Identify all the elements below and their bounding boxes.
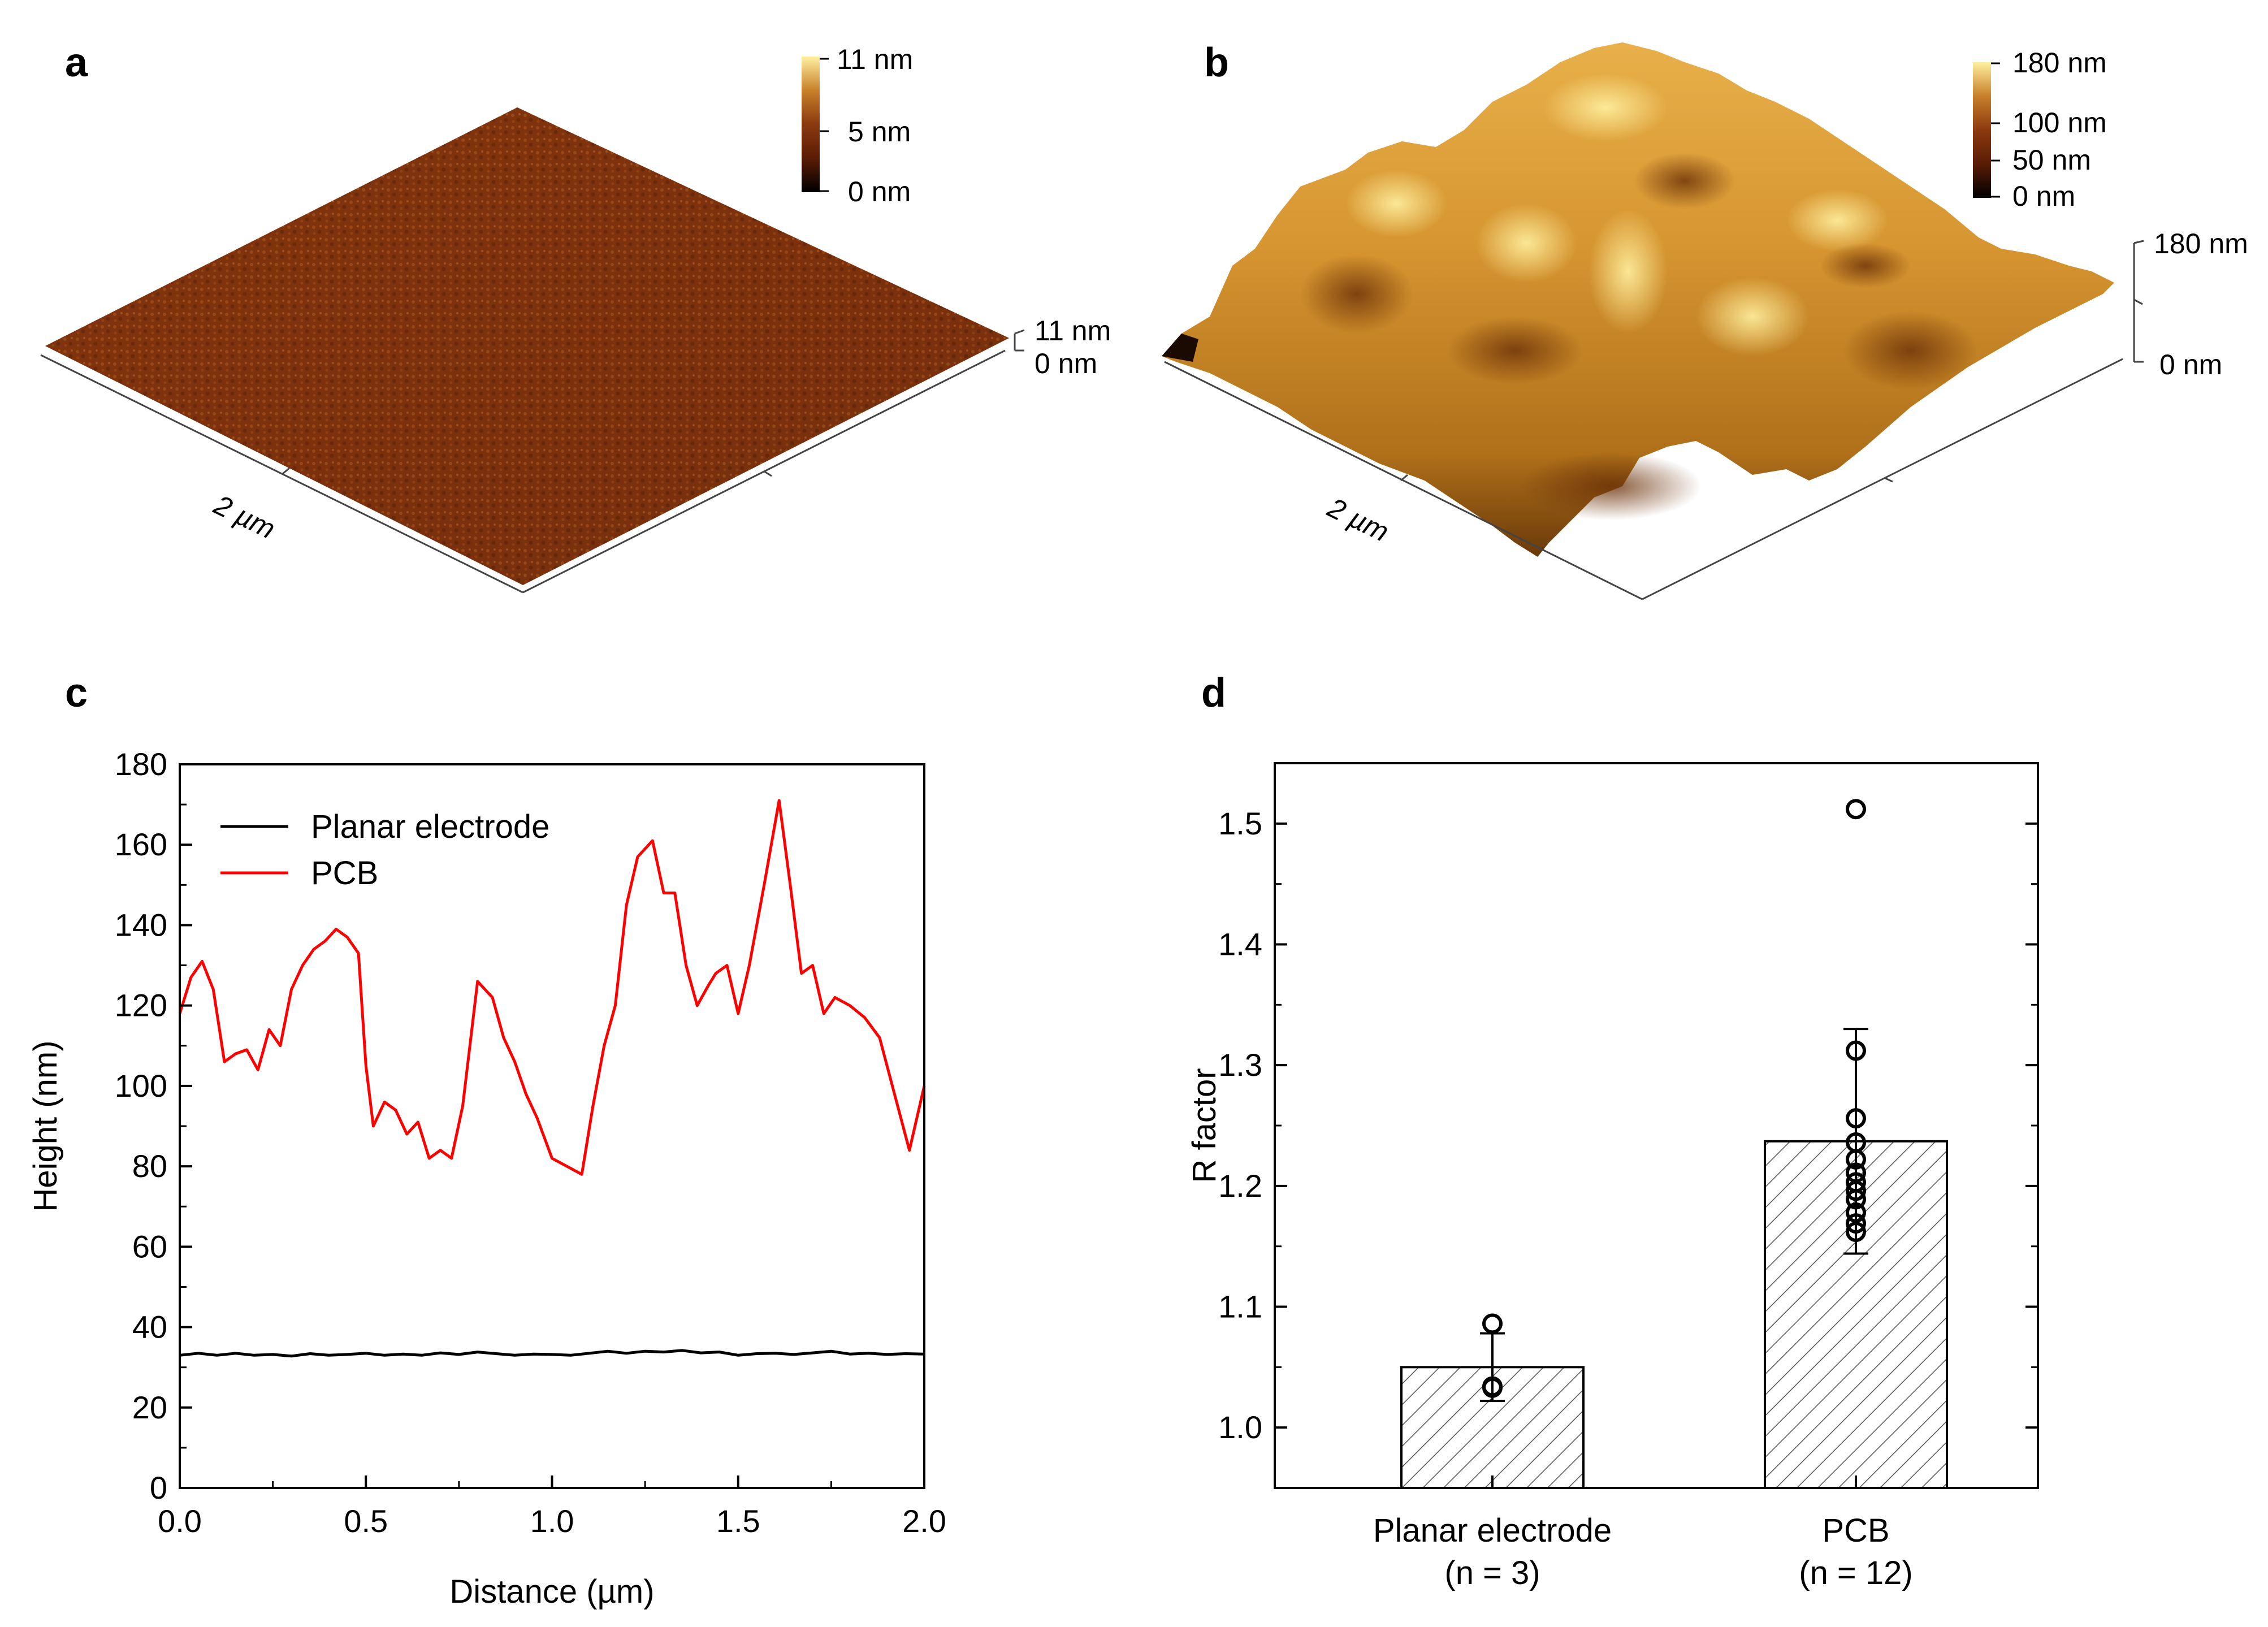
data-point-0-0 [1482,1313,1503,1334]
plot-frame-c [179,763,925,1489]
panel-d: d Planar electrode (n = 3) PCB (n = 12) 1.0 1… [1186,670,2039,1591]
x-tick-label-c-3: 1.5 [716,1503,760,1539]
bar-chart-d: Planar electrode (n = 3) PCB (n = 12) 1.0 1.1… [1186,762,2039,1591]
y-tick-label-c-8: 160 [115,827,167,862]
colorbar-label-b-2: 50 nm [2012,144,2091,176]
axis-y-b [1642,358,2123,600]
y-axis-title-c: Height (nm) [27,1041,64,1212]
data-point-1-10 [1846,1213,1866,1234]
axis-x-a [40,354,523,594]
x-tick-label-c-4: 2.0 [902,1503,946,1539]
colorbar-label-b-3: 0 nm [2012,180,2075,212]
data-point-1-7 [1846,1180,1866,1201]
panel-c: c 0 20 40 60 80 100 120 140 160 180 0.0 0.5 1.0 1.5 2.… [27,670,946,1610]
x-tick-label-c-0: 0.0 [158,1503,202,1539]
z-label-top-b: 180 nm [2154,228,2248,259]
y-tick-label-c-0: 0 [150,1470,167,1505]
category-note-0: (n = 3) [1444,1555,1540,1591]
y-tick-label-d-5: 1.5 [1218,806,1262,841]
legend-label-1: PCB [311,855,378,892]
axis-y-a [522,349,1006,594]
colorbar-label-a-2: 0 nm [848,176,911,207]
scale-label-b: 2 µm [1322,491,1393,548]
z-label-top-a: 11 nm [1035,315,1111,347]
y-tick-label-c-7: 140 [115,907,167,942]
y-tick-label-c-3: 60 [132,1228,167,1264]
z-label-bottom-b: 0 nm [2159,349,2222,380]
scale-label-a: 2 µm [209,488,280,545]
y-tick-label-d-1: 1.1 [1218,1289,1262,1325]
y-tick-label-c-5: 100 [115,1068,167,1104]
colorbar-label-a-0: 11 nm [837,44,913,75]
data-point-1-9 [1846,1202,1866,1223]
panel-a: a 2 µm 11 nm 0 nm 11 nm 5 nm 0 nm [40,40,1111,594]
y-tick-label-c-4: 80 [132,1148,167,1184]
data-point-0-2 [1482,1377,1503,1398]
y-tick-label-c-6: 120 [115,988,167,1023]
panel-letter-b: b [1204,40,1229,85]
category-label-1: PCB [1822,1512,1889,1549]
category-label-0: Planar electrode [1373,1512,1612,1549]
x-tick-label-c-1: 0.5 [344,1503,388,1539]
series-line-0 [179,1349,925,1358]
panel-letter-d: d [1201,670,1226,716]
data-point-1-11 [1846,1222,1866,1243]
y-tick-label-c-2: 40 [132,1309,167,1345]
data-point-1-0 [1846,799,1866,820]
colorbar-label-a-1: 5 nm [848,116,911,148]
data-point-1-8 [1846,1189,1866,1210]
colorbar-label-b-0: 180 nm [2012,47,2107,79]
panel-letter-c: c [65,670,88,716]
data-point-1-2 [1846,1108,1866,1129]
legend-label-0: Planar electrode [311,808,549,845]
series-line-1 [178,799,926,1176]
category-note-1: (n = 12) [1799,1555,1913,1591]
data-point-1-1 [1846,1040,1866,1061]
y-tick-label-d-4: 1.4 [1218,927,1262,962]
line-chart-c: 0 20 40 60 80 100 120 140 160 180 0.0 0.5 1.0 1.5 2.0 D… [27,746,946,1610]
y-tick-label-d-2: 1.2 [1218,1168,1262,1204]
y-tick-label-c-9: 180 [115,746,167,782]
x-axis-title-c: Distance (µm) [449,1573,654,1610]
y-tick-label-c-1: 20 [132,1390,167,1425]
x-tick-label-c-2: 1.0 [530,1503,574,1539]
data-point-1-4 [1846,1149,1866,1170]
colorbar-b [1973,62,1991,198]
colorbar-label-b-1: 100 nm [2012,107,2107,139]
axis-x-b [1164,361,1643,600]
panel-b: b 2 µm 180 nm 0 nm 180 nm [1162,40,2248,600]
z-label-bottom-a: 0 nm [1035,348,1097,379]
y-axis-title-d: R factor [1186,1068,1223,1183]
y-tick-label-d-3: 1.3 [1218,1047,1262,1083]
y-tick-label-d-0: 1.0 [1218,1409,1262,1445]
colorbar-a [802,57,820,192]
panel-letter-a: a [65,40,88,85]
